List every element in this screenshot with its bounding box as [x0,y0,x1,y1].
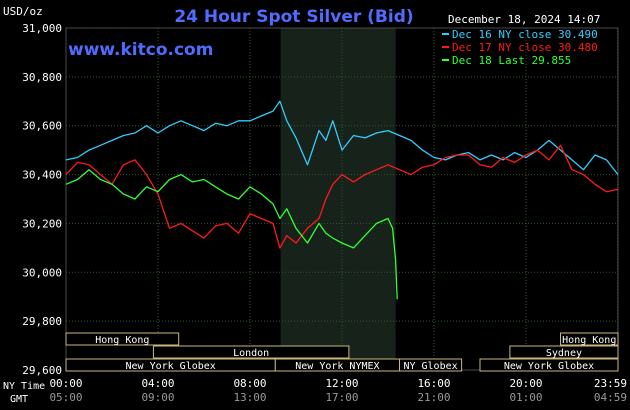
session-new-york-globex: New York Globex [65,358,276,372]
x-tick-label-gmt: 13:00 [233,391,266,404]
x-tick-label-ny: 00:00 [49,377,82,390]
y-tick-label: 29,800 [22,315,62,328]
session-box [479,358,619,372]
y-tick-label: 31,000 [22,22,62,35]
ny-time-label: NY Time [3,381,45,392]
x-tick-label-ny: 16:00 [417,377,450,390]
x-tick-label-ny: 23:59 [594,377,627,390]
session-box [152,345,350,359]
y-tick-label: 30,800 [22,71,62,84]
x-tick-label-ny: 08:00 [233,377,266,390]
session-sydney: Sydney [509,345,619,359]
price-series [65,100,619,300]
session-box [509,345,619,359]
series-line-dec16 [65,100,619,176]
session-label: New York Globex [125,361,215,372]
x-tick-label-gmt: 04:59 [594,391,627,404]
x-tick-label-ny: 20:00 [509,377,542,390]
session-hong-kong: Hong Kong [65,332,180,346]
legend-entry: Dec 17 NY close 30.480 [452,41,598,54]
session-box [65,332,180,346]
timestamp: December 18, 2024 14:07 [448,13,600,26]
x-tick-label-ny: 04:00 [141,377,174,390]
y-tick-label: 29,600 [22,364,62,377]
session-box [399,358,463,372]
y-tick-label: 30,400 [22,169,62,182]
y-axis-ticks: 31,000 30,800 30,600 30,400 30,200 30,000 29,8… [22,22,62,377]
session-label: Sydney [546,348,582,359]
gmt-label: GMT [10,394,28,405]
session-new-york-globex: New York Globex [479,358,619,372]
legend-entry: Dec 16 NY close 30.490 [452,28,598,41]
unit-label: USD/oz [3,5,43,18]
series-line-dec18 [65,169,398,300]
x-tick-label-ny: 12:00 [325,377,358,390]
session-ny-globex: NY Globex [399,358,463,372]
session-hong-kong: Hong Kong [560,332,619,346]
session-label: NY Globex [403,361,457,372]
session-london: London [152,345,350,359]
session-box [560,332,619,346]
session-label: New York Globex [504,361,594,372]
chart-title: 24 Hour Spot Silver (Bid) [174,7,413,27]
session-label: New York NYMEX [295,361,379,372]
new-york-session-highlight [280,28,396,370]
session-label: Hong Kong [562,335,616,346]
x-tick-label-gmt: 21:00 [417,391,450,404]
legend-entry: Dec 18 Last 29.855 [452,54,571,67]
y-tick-label: 30,000 [22,266,62,279]
session-label: London [233,348,269,359]
y-tick-label: 30,200 [22,217,62,230]
series-line-dec17 [65,144,619,249]
x-tick-label-gmt: 05:00 [49,391,82,404]
trading-sessions: Hong Kong Hong Kong London Sydney New York G… [65,332,619,372]
x-tick-label-gmt: 09:00 [141,391,174,404]
watermark: www.kitco.com [68,40,213,60]
session-label: Hong Kong [95,335,149,346]
session-new-york-nymex: New York NYMEX [274,358,400,372]
x-tick-label-gmt: 01:00 [509,391,542,404]
y-tick-label: 30,600 [22,120,62,133]
x-tick-label-gmt: 17:00 [325,391,358,404]
